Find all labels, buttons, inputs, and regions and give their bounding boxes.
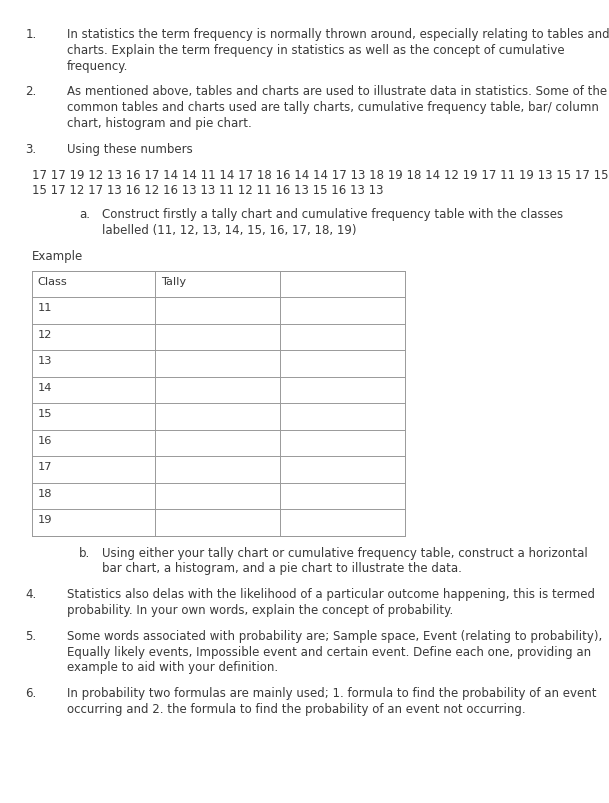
Text: 14: 14 bbox=[38, 382, 52, 392]
Text: 2.: 2. bbox=[26, 85, 37, 98]
Text: 6.: 6. bbox=[26, 687, 37, 699]
Text: probability. In your own words, explain the concept of probability.: probability. In your own words, explain … bbox=[67, 603, 453, 616]
Text: charts. Explain the term frequency in statistics as well as the concept of cumul: charts. Explain the term frequency in st… bbox=[67, 43, 565, 57]
Text: Construct firstly a tally chart and cumulative frequency table with the classes: Construct firstly a tally chart and cumu… bbox=[102, 208, 563, 221]
Text: example to aid with your definition.: example to aid with your definition. bbox=[67, 661, 278, 674]
Text: 3.: 3. bbox=[26, 143, 37, 156]
Text: Using these numbers: Using these numbers bbox=[67, 143, 192, 156]
Text: common tables and charts used are tally charts, cumulative frequency table, bar/: common tables and charts used are tally … bbox=[67, 101, 599, 114]
Text: 1.: 1. bbox=[26, 28, 37, 41]
Text: Some words associated with probability are; Sample space, Event (relating to pro: Some words associated with probability a… bbox=[67, 629, 602, 642]
Text: b.: b. bbox=[79, 546, 90, 559]
Text: 12: 12 bbox=[38, 329, 52, 339]
Text: Using either your tally chart or cumulative frequency table, construct a horizon: Using either your tally chart or cumulat… bbox=[102, 546, 588, 559]
Text: 17: 17 bbox=[38, 462, 52, 471]
Text: Statistics also delas with the likelihood of a particular outcome happening, thi: Statistics also delas with the likelihoo… bbox=[67, 588, 595, 601]
Text: 17 17 19 12 13 16 17 14 14 11 14 17 18 16 14 14 17 13 18 19 18 14 12 19 17 11 19: 17 17 19 12 13 16 17 14 14 11 14 17 18 1… bbox=[32, 169, 608, 181]
Text: 5.: 5. bbox=[26, 629, 37, 642]
Text: chart, histogram and pie chart.: chart, histogram and pie chart. bbox=[67, 117, 252, 130]
Text: 18: 18 bbox=[38, 488, 52, 498]
Text: Example: Example bbox=[32, 250, 83, 263]
Text: occurring and 2. the formula to find the probability of an event not occurring.: occurring and 2. the formula to find the… bbox=[67, 702, 526, 715]
Text: frequency.: frequency. bbox=[67, 59, 128, 72]
Text: In statistics the term frequency is normally thrown around, especially relating : In statistics the term frequency is norm… bbox=[67, 28, 609, 41]
Text: 15: 15 bbox=[38, 409, 52, 418]
Text: Tally: Tally bbox=[161, 276, 186, 287]
Text: In probability two formulas are mainly used; 1. formula to find the probability : In probability two formulas are mainly u… bbox=[67, 687, 596, 699]
Text: 13: 13 bbox=[38, 356, 52, 365]
Text: labelled (11, 12, 13, 14, 15, 16, 17, 18, 19): labelled (11, 12, 13, 14, 15, 16, 17, 18… bbox=[102, 224, 357, 237]
Text: 16: 16 bbox=[38, 435, 52, 445]
Text: 4.: 4. bbox=[26, 588, 37, 601]
Text: As mentioned above, tables and charts are used to illustrate data in statistics.: As mentioned above, tables and charts ar… bbox=[67, 85, 607, 98]
Text: a.: a. bbox=[79, 208, 90, 221]
Text: Class: Class bbox=[38, 276, 68, 287]
Text: 11: 11 bbox=[38, 303, 52, 313]
Text: 15 17 12 17 13 16 12 16 13 13 11 12 11 16 13 15 16 13 13: 15 17 12 17 13 16 12 16 13 13 11 12 11 1… bbox=[32, 184, 383, 198]
Text: Equally likely events, Impossible event and certain event. Define each one, prov: Equally likely events, Impossible event … bbox=[67, 645, 591, 658]
Bar bbox=[32, 271, 405, 536]
Text: 19: 19 bbox=[38, 515, 52, 524]
Text: bar chart, a histogram, and a pie chart to illustrate the data.: bar chart, a histogram, and a pie chart … bbox=[102, 562, 462, 575]
